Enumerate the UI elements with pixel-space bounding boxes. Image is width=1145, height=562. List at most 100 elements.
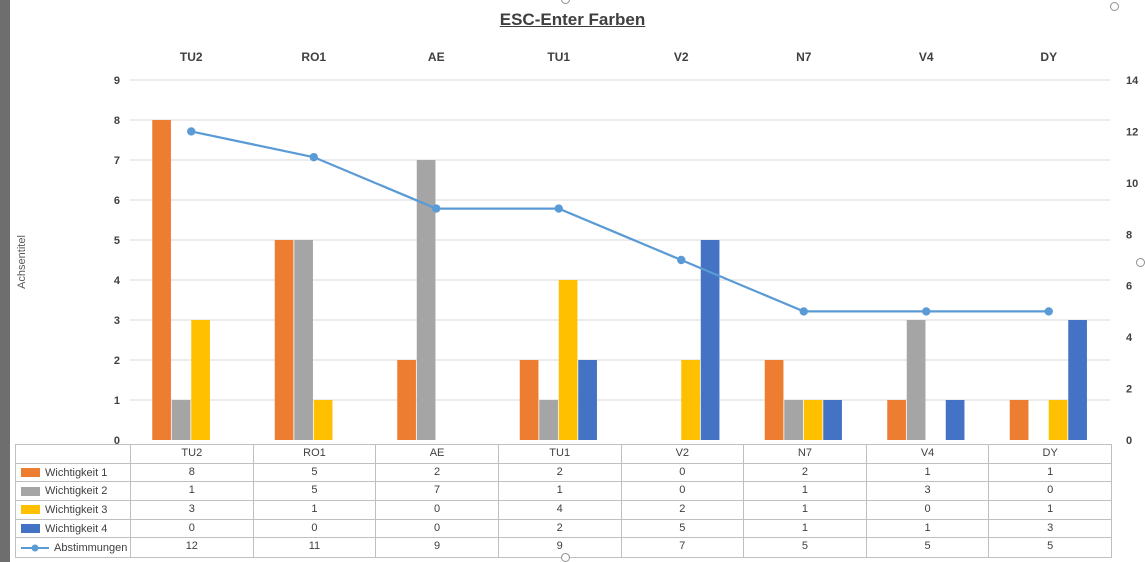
bar-wichtigkeit-4[interactable] <box>700 240 720 440</box>
table-value-cell: 9 <box>376 538 499 558</box>
left-axis-tick-label: 2 <box>114 355 120 367</box>
bar-wichtigkeit-2[interactable] <box>539 400 558 440</box>
bar-wichtigkeit-1[interactable] <box>887 400 906 440</box>
bar-wichtigkeit-1[interactable] <box>397 360 416 440</box>
table-value-cell: 2 <box>376 463 499 482</box>
table-category-cell: DY <box>1042 447 1058 459</box>
category-label-top: V2 <box>674 50 689 64</box>
bar-wichtigkeit-1[interactable] <box>764 360 784 440</box>
table-value-cell: 2 <box>499 463 622 482</box>
bar-wichtigkeit-2[interactable] <box>906 320 926 440</box>
table-value-cell: 11 <box>254 538 377 558</box>
bar-wichtigkeit-3[interactable] <box>191 320 210 440</box>
bar-wichtigkeit-4[interactable] <box>823 400 842 440</box>
bar-wichtigkeit-1[interactable] <box>274 240 294 440</box>
bar-wichtigkeit-4[interactable] <box>945 400 965 440</box>
line-marker[interactable] <box>309 152 318 162</box>
bar-wichtigkeit-3[interactable] <box>1048 400 1068 440</box>
right-axis-tick-label: 12 <box>1126 126 1138 138</box>
table-category-cell: TU1 <box>499 445 622 463</box>
table-value-cell: 5 <box>867 538 990 558</box>
table-category-cell: AE <box>376 445 499 463</box>
table-value-cell: 5 <box>254 482 377 501</box>
line-marker[interactable] <box>1044 307 1053 316</box>
table-value-cell: 3 <box>867 482 990 501</box>
chart-title: ESC-Enter Farben <box>499 10 646 29</box>
table-value-cell: 5 <box>622 519 745 538</box>
bar-wichtigkeit-3[interactable] <box>558 280 578 440</box>
category-label-top: AE <box>428 50 445 64</box>
table-value-cell: 1 <box>254 501 377 519</box>
left-axis-tick-label: 1 <box>114 395 120 407</box>
window-edge-strip <box>0 0 10 562</box>
table-value-cell: 3 <box>1047 521 1054 534</box>
table-value-cell: 1 <box>867 463 990 482</box>
left-axis-tick-label: 9 <box>114 75 120 87</box>
bar-wichtigkeit-2[interactable] <box>784 400 803 440</box>
selection-handle-top-right[interactable] <box>1110 2 1119 11</box>
category-label-top: TU1 <box>547 50 570 64</box>
legend-swatch[interactable] <box>21 524 40 534</box>
table-category-cell: N7 <box>744 445 867 463</box>
table-corner-cell <box>16 445 131 463</box>
table-value-cell: 1 <box>744 482 867 501</box>
table-value-cell: 8 <box>131 463 254 482</box>
table-value-cell: 9 <box>499 538 622 558</box>
table-value-cell: 5 <box>254 463 377 482</box>
table-value-cell: 1 <box>744 519 867 538</box>
line-marker[interactable] <box>554 204 563 213</box>
table-value-cell: 2 <box>622 501 745 519</box>
bar-wichtigkeit-1[interactable] <box>152 120 171 440</box>
category-label-top: N7 <box>796 50 812 64</box>
legend-line-key[interactable] <box>21 544 49 552</box>
table-value-cell: 1 <box>744 501 867 519</box>
bar-wichtigkeit-1[interactable] <box>519 360 539 440</box>
bar-wichtigkeit-3[interactable] <box>313 400 333 440</box>
table-value-cell: 3 <box>131 501 254 519</box>
bar-wichtigkeit-4[interactable] <box>1068 320 1087 440</box>
left-axis-tick-label: 8 <box>114 115 120 127</box>
bar-wichtigkeit-4[interactable] <box>578 360 597 440</box>
table-header-row: TU2 RO1 AE TU1 V2 N7 V4 DY <box>16 445 1111 464</box>
left-axis-tick-label: 0 <box>114 435 120 447</box>
left-axis-tick-label: 5 <box>114 235 120 247</box>
line-marker[interactable] <box>187 127 196 136</box>
table-value-cell: 1 <box>867 519 990 538</box>
selection-handle-bottom-center[interactable] <box>561 553 570 562</box>
line-abstimmungen[interactable] <box>191 130 1049 313</box>
table-value-cell: 5 <box>744 538 867 558</box>
table-legend-cell: Wichtigkeit 3 <box>16 501 131 519</box>
series-name-label: Wichtigkeit 2 <box>45 485 108 498</box>
table-category-cell: TU2 <box>131 445 254 463</box>
line-marker[interactable] <box>922 307 931 316</box>
table-value-cell: 1 <box>1047 465 1054 478</box>
bar-wichtigkeit-3[interactable] <box>803 400 823 440</box>
selection-handle-right-middle[interactable] <box>1136 258 1145 267</box>
bar-wichtigkeit-2[interactable] <box>171 400 191 440</box>
legend-swatch[interactable] <box>21 468 40 478</box>
table-value-cell: 2 <box>499 519 622 538</box>
left-axis-tick-label: 4 <box>114 275 121 287</box>
bar-wichtigkeit-2[interactable] <box>294 240 313 440</box>
line-marker[interactable] <box>432 204 441 213</box>
table-legend-cell: Wichtigkeit 4 <box>16 519 131 538</box>
category-label-top: TU2 <box>180 50 203 64</box>
legend-swatch[interactable] <box>21 486 40 496</box>
line-marker[interactable] <box>799 307 808 316</box>
left-axis-tick-label: 7 <box>114 155 120 167</box>
legend-swatch[interactable] <box>21 505 40 515</box>
table-value-cell: 12 <box>131 538 254 558</box>
category-label-top: V4 <box>919 50 934 64</box>
bar-wichtigkeit-3[interactable] <box>681 360 700 440</box>
bar-wichtigkeit-1[interactable] <box>1009 400 1029 440</box>
right-axis-tick-label: 2 <box>1126 384 1132 396</box>
table-value-cell: 0 <box>376 519 499 538</box>
line-marker[interactable] <box>677 255 686 265</box>
bar-wichtigkeit-2[interactable] <box>416 160 436 440</box>
series-name-label: Wichtigkeit 1 <box>45 466 108 479</box>
table-category-cell: V4 <box>867 445 990 463</box>
table-value-cell: 1 <box>1047 503 1054 516</box>
